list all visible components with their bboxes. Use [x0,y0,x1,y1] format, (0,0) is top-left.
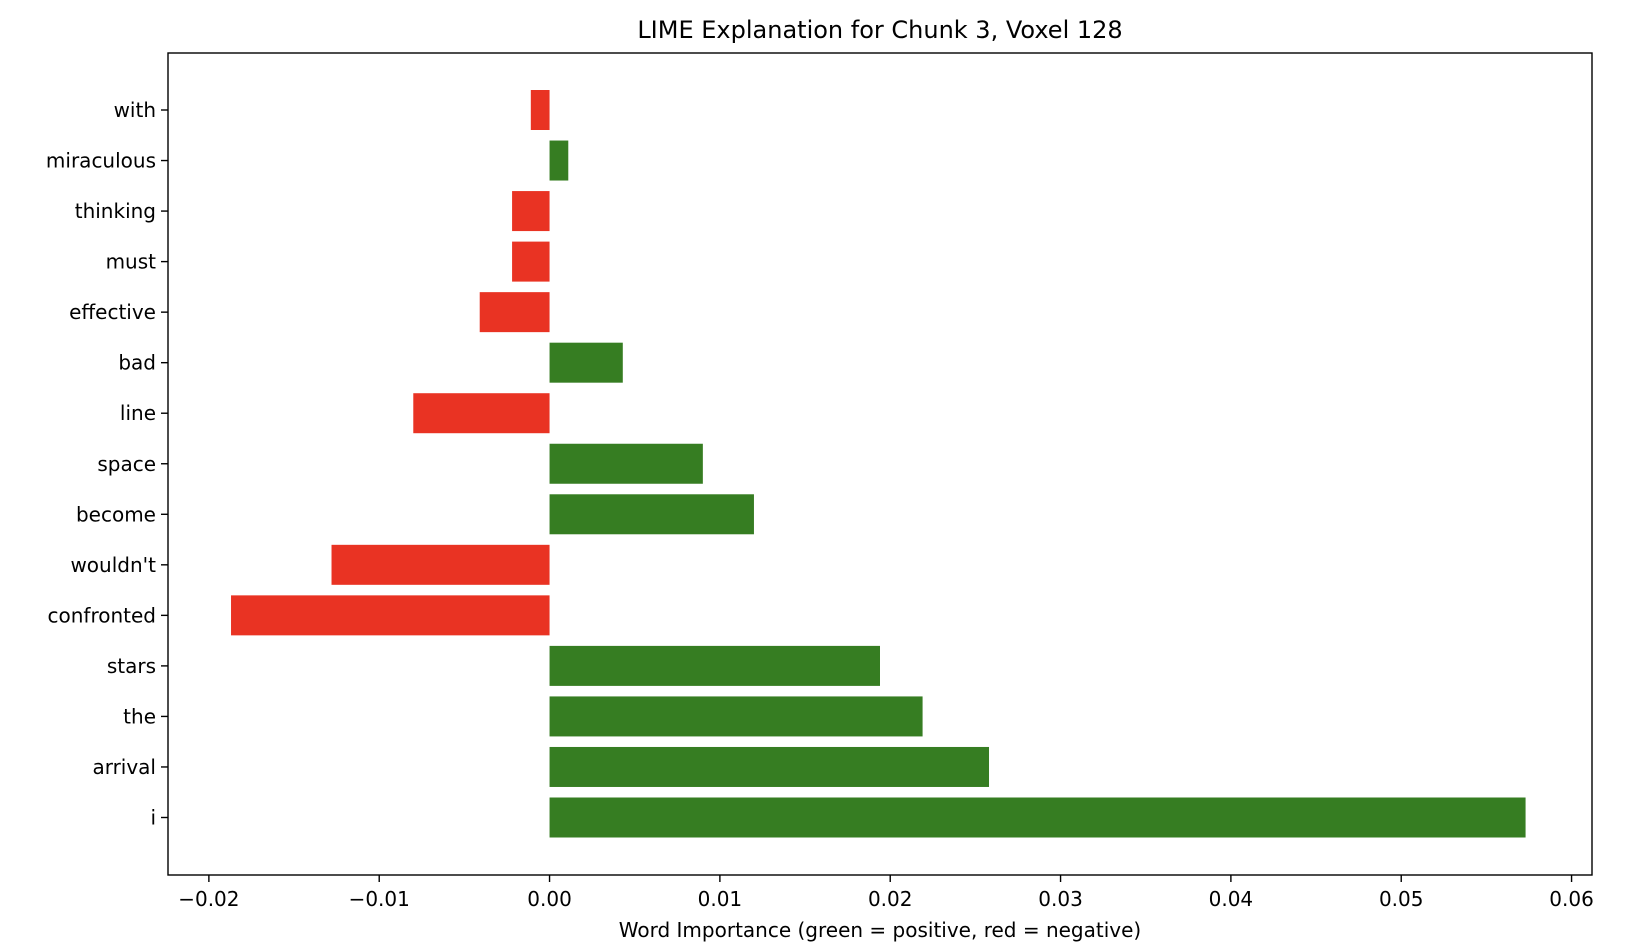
x-tick-label: 0.00 [527,887,572,911]
x-tick-label: −0.02 [178,887,239,911]
bar-must [512,241,550,282]
x-axis-label: Word Importance (green = positive, red =… [619,918,1141,942]
bars-layer [231,90,1526,838]
y-tick-label: must [106,250,157,274]
bar-effective [479,292,550,333]
chart-title: LIME Explanation for Chunk 3, Voxel 128 [637,16,1122,44]
y-tick-label: stars [107,654,156,678]
y-tick-label: miraculous [46,149,156,173]
y-tick-label: i [150,806,156,830]
bar-bad [549,342,623,383]
bar-line [413,393,550,434]
bar-arrival [549,746,990,787]
plot-frame [167,52,1593,876]
y-axis: with miraculous thinking must effective bad li… [46,98,168,830]
y-tick-label: wouldn't [70,553,156,577]
y-tick-label: confronted [48,603,157,627]
x-tick-label: 0.02 [868,887,913,911]
x-tick-label: 0.06 [1549,887,1594,911]
y-tick-label: effective [69,300,156,324]
x-tick-label: 0.05 [1379,887,1424,911]
bar-space [549,443,703,484]
x-axis: −0.02 −0.01 0.00 0.01 0.02 0.03 0.04 0.05 0.06 [178,875,1594,911]
y-tick-label: become [76,502,156,526]
x-tick-label: 0.03 [1038,887,1083,911]
y-tick-label: with [114,98,156,122]
bar-the [549,696,923,737]
bar-become [549,494,754,535]
y-tick-label: space [97,452,156,476]
y-tick-label: arrival [92,755,156,779]
x-tick-label: 0.01 [698,887,743,911]
bar-with [530,90,550,130]
y-tick-label: line [120,401,156,425]
x-tick-label: 0.04 [1209,887,1254,911]
x-tick-label: −0.01 [349,887,410,911]
bar-wouldn-t [331,544,550,585]
bar-thinking [512,191,550,232]
bar-stars [549,645,880,686]
bar-i [549,797,1526,838]
bar-confronted [231,595,550,636]
y-tick-label: bad [118,351,156,375]
y-tick-label: the [123,704,156,728]
y-tick-label: thinking [75,199,156,223]
bar-miraculous [549,140,569,181]
